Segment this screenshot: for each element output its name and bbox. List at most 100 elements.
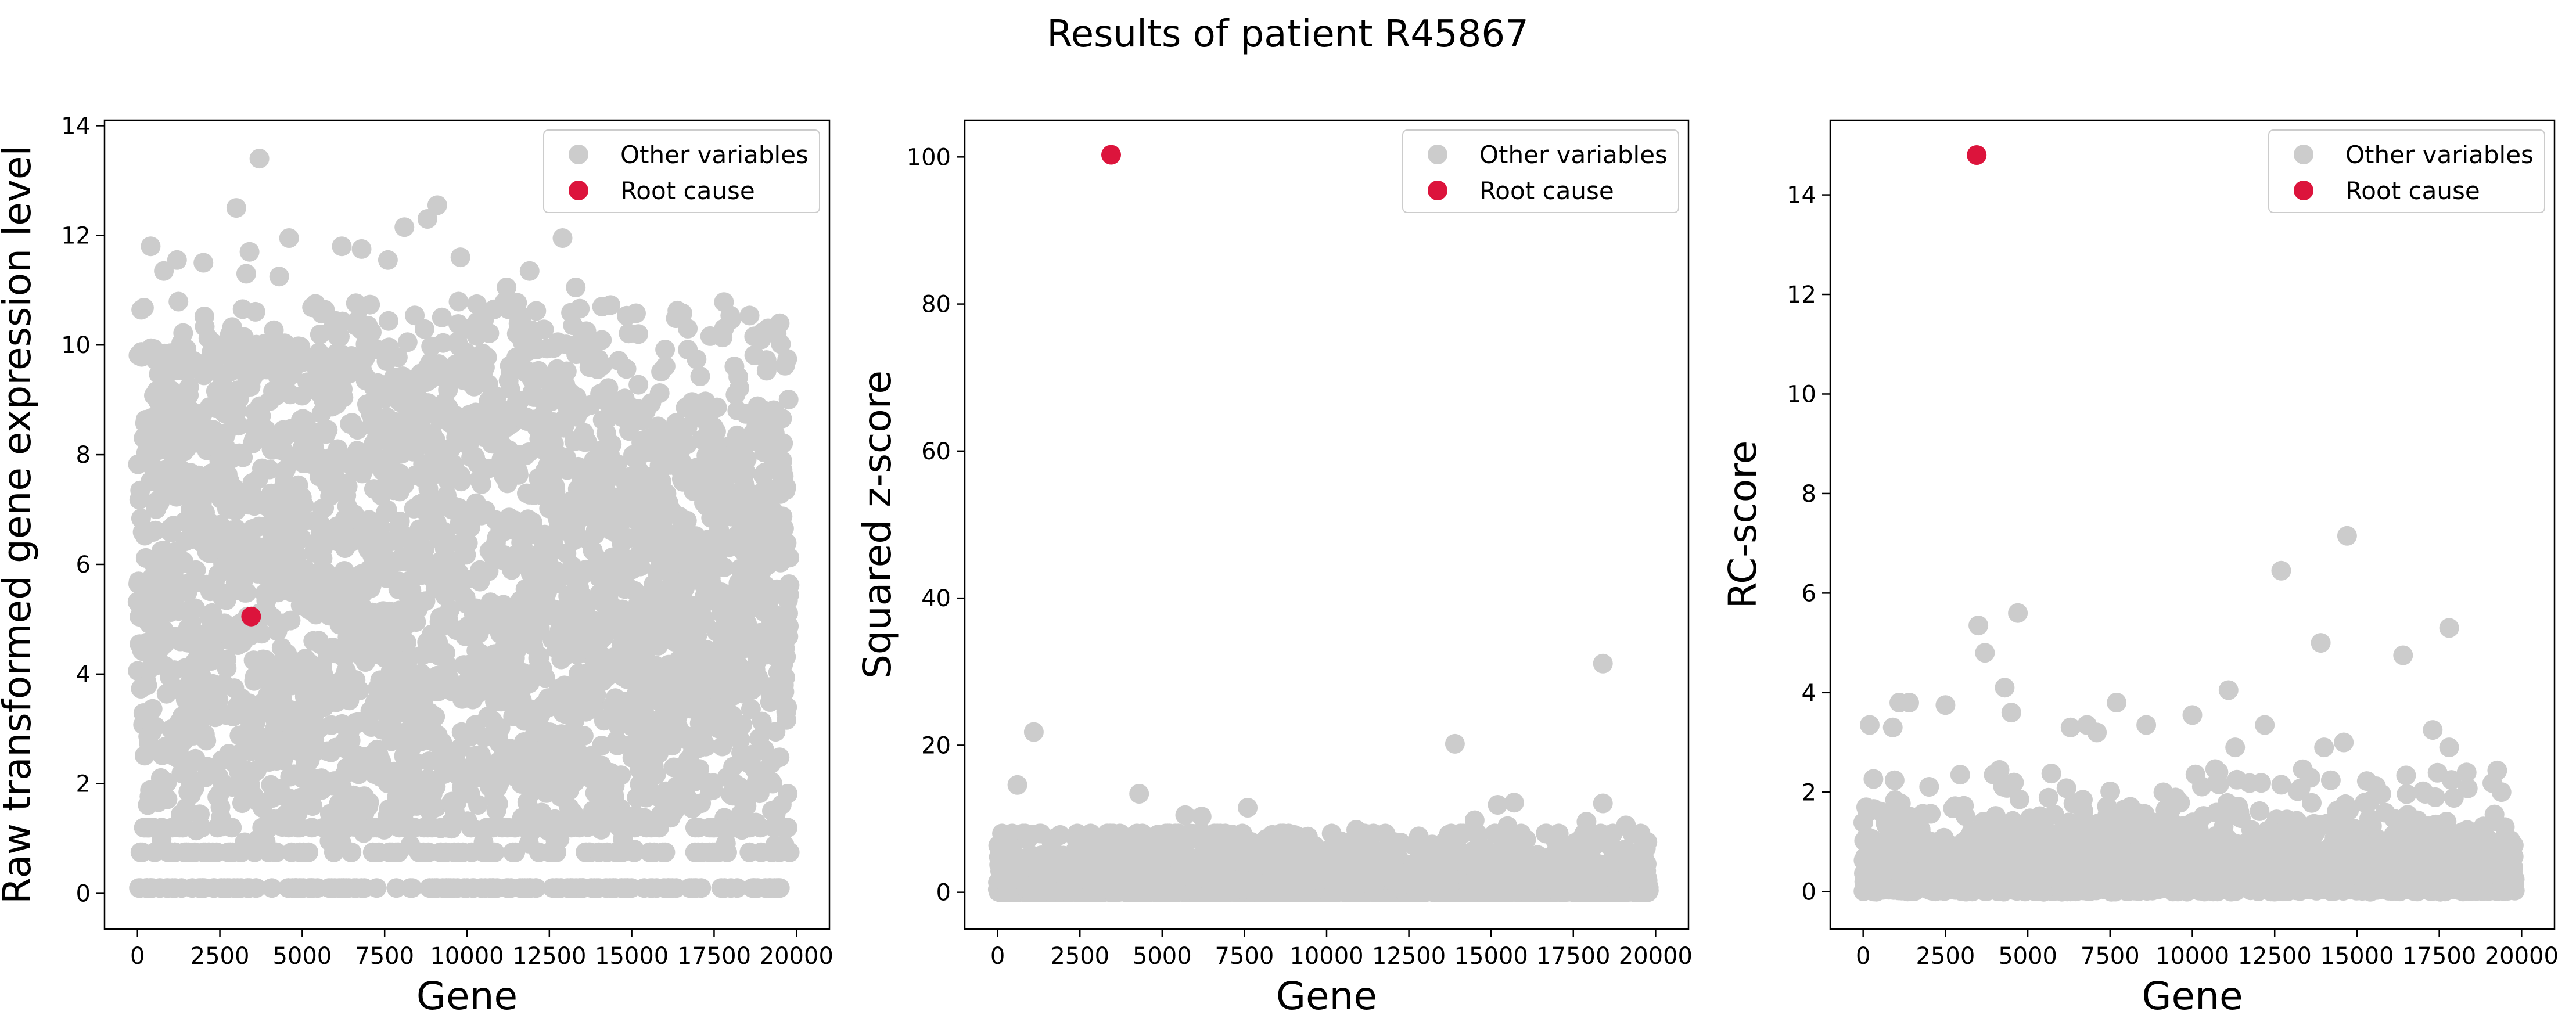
data-point (779, 616, 799, 636)
data-point (756, 361, 777, 381)
data-point (347, 420, 368, 440)
data-point (294, 495, 314, 516)
data-point (360, 294, 380, 315)
data-point (359, 792, 379, 812)
data-point (772, 408, 792, 429)
data-point (259, 459, 279, 480)
data-point (556, 361, 577, 381)
data-point (779, 842, 800, 862)
outlier-point (714, 318, 734, 339)
root-cause-point (241, 606, 261, 627)
data-point (732, 715, 753, 735)
outlier-point (193, 253, 214, 273)
data-point (432, 732, 452, 753)
data-point (490, 718, 511, 738)
data-point (750, 818, 771, 838)
x-tick-label: 10000 (430, 943, 504, 970)
data-point (611, 765, 631, 786)
chart-panel-1: 0 2500 5000 7500 10000 12500 15000 17500 2000002… (0, 113, 833, 1018)
outlier-point (678, 318, 698, 339)
data-point (777, 697, 797, 717)
data-point (340, 730, 361, 751)
data-point (736, 796, 757, 816)
data-point (222, 818, 242, 838)
data-point (233, 447, 253, 467)
data-point (145, 520, 166, 541)
data-point (425, 707, 445, 727)
outlier-point (249, 149, 270, 169)
data-point (273, 750, 293, 771)
x-tick-label: 5000 (272, 943, 332, 970)
data-point (414, 319, 434, 339)
y-tick-label: 14 (61, 113, 91, 139)
data-point (168, 291, 189, 312)
data-point (778, 390, 799, 410)
outlier-point (552, 228, 573, 248)
y-tick-label: 0 (76, 881, 91, 908)
data-point (378, 311, 398, 331)
y-tick-label: 4 (76, 661, 91, 688)
outlier-point (427, 195, 447, 215)
data-point (763, 773, 783, 794)
outlier-point (378, 250, 398, 270)
x-tick-label: 2500 (191, 943, 250, 970)
data-point (777, 349, 797, 369)
data-point (664, 801, 684, 822)
data-point (655, 356, 676, 376)
other-variables-points (127, 149, 800, 898)
data-point (330, 326, 350, 347)
data-point (419, 751, 439, 771)
data-point (773, 433, 793, 453)
legend-marker-root (569, 181, 588, 200)
data-point (691, 878, 712, 898)
data-point (185, 598, 205, 618)
data-point (397, 332, 418, 352)
data-point (435, 526, 455, 546)
data-point (179, 377, 199, 397)
data-point (687, 349, 707, 369)
data-point (303, 796, 323, 816)
data-point (602, 434, 622, 455)
data-point (775, 667, 795, 688)
data-point (479, 323, 500, 343)
data-point (526, 878, 547, 898)
data-point (387, 347, 408, 368)
data-point (774, 682, 795, 702)
data-point (518, 587, 538, 607)
data-point (695, 736, 716, 757)
data-point (292, 528, 311, 549)
data-point (377, 500, 397, 520)
data-point (252, 624, 272, 644)
outlier-point (592, 297, 612, 317)
data-point (318, 420, 338, 440)
outlier-point (417, 209, 437, 229)
outlier-point (351, 239, 372, 259)
outlier-point (279, 228, 299, 248)
x-axis-label: Gene (416, 974, 518, 1018)
outlier-point (167, 250, 187, 270)
data-point (776, 477, 796, 498)
data-point (217, 658, 237, 678)
data-point (739, 305, 760, 326)
data-point (526, 301, 547, 321)
data-point (592, 330, 612, 350)
data-point (466, 294, 487, 314)
data-point (469, 623, 489, 643)
outlier-point (239, 242, 260, 262)
data-point (770, 878, 790, 898)
outlier-point (450, 247, 470, 268)
outlier-point (332, 236, 352, 257)
data-point (402, 878, 422, 898)
data-point (573, 726, 594, 746)
data-point (690, 366, 710, 386)
x-tick-label: 0 (130, 943, 145, 970)
data-point (591, 736, 612, 755)
data-point (519, 673, 540, 693)
outlier-point (497, 278, 517, 297)
data-point (655, 842, 676, 862)
outlier-point (141, 236, 161, 257)
outlier-point (269, 267, 289, 287)
data-point (714, 557, 734, 578)
data-point (736, 449, 757, 469)
